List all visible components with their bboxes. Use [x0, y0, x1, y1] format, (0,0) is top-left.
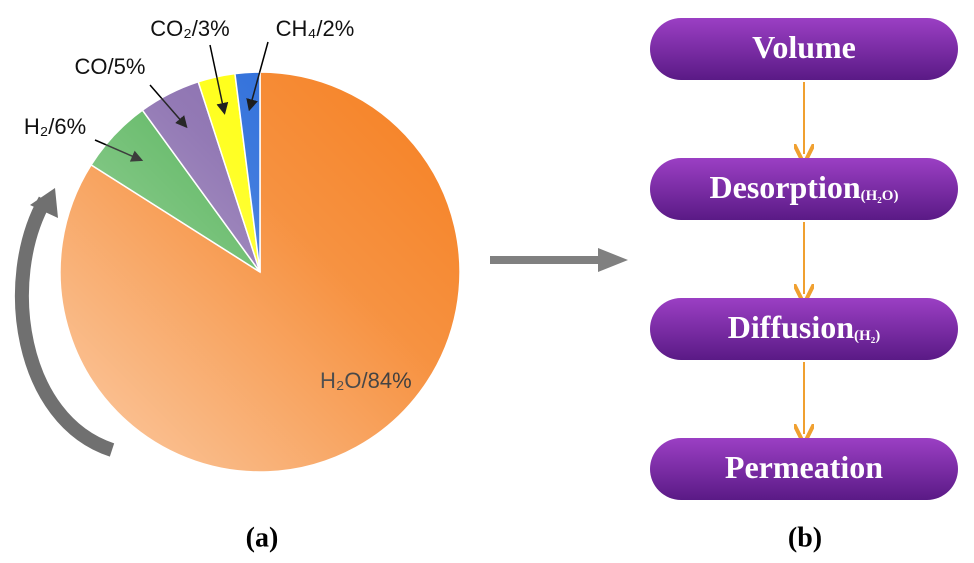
- slice-label: CO₂/3%: [150, 16, 229, 41]
- node-text: Volume: [752, 29, 856, 65]
- node-text: Permeation: [725, 449, 883, 485]
- rotation-arrow: [15, 196, 115, 457]
- flow-diagram: Volume Desorption(H₂O) Diffusion(H₂) Permea…: [650, 18, 958, 500]
- flow-node: [650, 18, 958, 80]
- panel-label: (b): [788, 522, 822, 553]
- slice-label: H₂/6%: [24, 114, 86, 139]
- pie-chart: H₂O/84% H₂/6% CO/5%CO₂/3% CH₄/2%: [24, 16, 461, 473]
- node-label: Desorption(H₂O): [710, 169, 899, 205]
- panel-label: (a): [246, 522, 279, 553]
- node-text: Desorption: [710, 169, 861, 205]
- node-text: Diffusion: [728, 309, 854, 345]
- flow-node: [650, 438, 958, 500]
- node-note: (H₂): [854, 328, 880, 344]
- slice-label: CO/5%: [75, 54, 146, 79]
- rotation-arrow-head: [30, 188, 58, 218]
- node-label: Diffusion(H₂): [728, 309, 880, 345]
- node-label: Permeation: [725, 449, 883, 485]
- transition-arrow-head: [598, 248, 628, 272]
- slice-label: H₂O/84%: [320, 368, 412, 393]
- node-label: Volume: [752, 29, 856, 65]
- flow-node: [650, 298, 958, 360]
- slice-label: CH₄/2%: [276, 16, 355, 41]
- node-note: (H₂O): [861, 188, 899, 204]
- flow-node: [650, 158, 958, 220]
